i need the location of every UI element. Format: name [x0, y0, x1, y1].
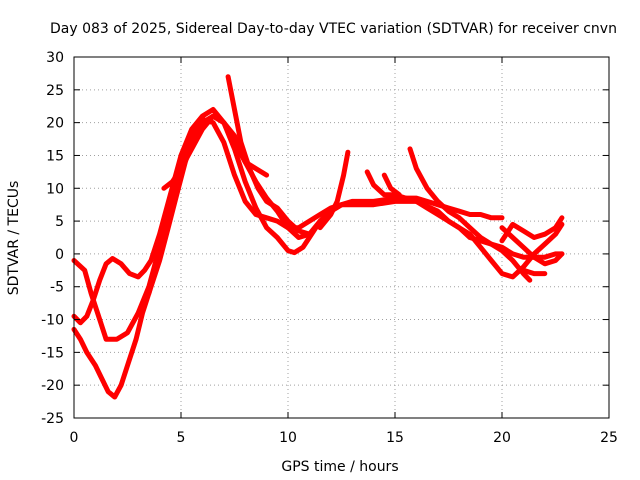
y-tick-label: -10: [41, 313, 64, 329]
y-tick-label: -15: [41, 345, 64, 361]
y-axis-label: SDTVAR / TECUs: [6, 181, 22, 296]
x-tick-label: 0: [70, 430, 79, 446]
x-axis-label: GPS time / hours: [281, 459, 398, 475]
y-tick-label: -20: [41, 378, 64, 394]
tick-labels: 0 5 10 15 20 25 -25 -20 -15 -10 -5 0 5 10 15 20 25 30: [41, 50, 618, 446]
y-tick-label: 20: [46, 116, 64, 132]
y-tick-label: 5: [55, 214, 64, 230]
y-tick-label: -5: [50, 280, 64, 296]
y-tick-label: 30: [46, 50, 64, 66]
y-tick-label: 10: [46, 181, 64, 197]
chart-title: Day 083 of 2025, Sidereal Day-to-day VTE…: [50, 21, 617, 37]
y-tick-label: 15: [46, 148, 64, 164]
x-tick-label: 5: [177, 430, 186, 446]
series-line-track-13: [520, 267, 548, 277]
series-layer: [71, 74, 565, 400]
axis-ticks: [73, 56, 610, 419]
series-line-track-1: [71, 116, 565, 342]
series-line-track-5: [146, 251, 163, 296]
y-tick-label: 0: [55, 247, 64, 263]
series-line-track-7: [317, 149, 351, 231]
series-line-track-6: [225, 74, 312, 237]
x-tick-label: 20: [493, 430, 511, 446]
series-line-track-3: [71, 113, 344, 400]
series-line-track-10: [407, 146, 533, 283]
plot-frame: [73, 56, 610, 419]
x-tick-label: 25: [600, 430, 618, 446]
grid: [74, 57, 609, 418]
x-tick-label: 15: [386, 430, 404, 446]
series-line-track-8: [364, 169, 505, 221]
series-line-track-9: [381, 172, 402, 198]
y-tick-label: -25: [41, 411, 64, 427]
y-tick-label: 25: [46, 83, 64, 99]
series-line-track-12: [499, 215, 565, 244]
series-line-track-11: [499, 225, 565, 267]
x-tick-label: 10: [279, 430, 297, 446]
